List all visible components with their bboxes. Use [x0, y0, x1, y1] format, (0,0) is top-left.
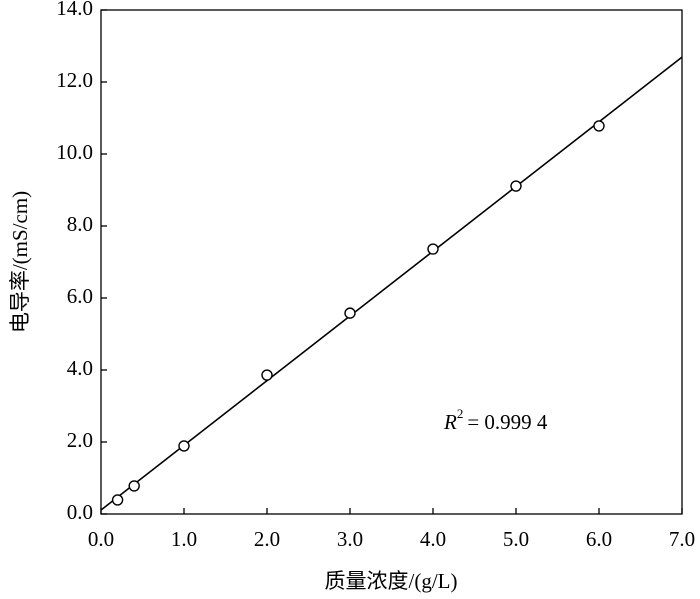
x-tick-label: 0.0 [88, 527, 114, 551]
y-axis-label: 电导率/(mS/cm) [8, 191, 32, 333]
annotation-superscript: 2 [457, 406, 464, 421]
plot-frame [100, 9, 683, 515]
data-point [128, 480, 140, 492]
data-point [593, 120, 605, 132]
annotation-symbol: R [443, 410, 457, 434]
x-tick-label: 6.0 [586, 527, 612, 551]
x-tick-label: 4.0 [420, 527, 446, 551]
y-tick-label: 6.0 [67, 284, 93, 308]
fit-line [100, 56, 683, 511]
y-tick-label: 14.0 [56, 0, 93, 20]
data-point [510, 180, 522, 192]
y-tick-label: 2.0 [67, 428, 93, 452]
x-tick-label: 7.0 [669, 527, 695, 551]
y-tick-label: 12.0 [56, 68, 93, 92]
x-tick-label: 2.0 [254, 527, 280, 551]
annotation-text: = 0.999 4 [467, 410, 548, 434]
y-tick-label: 10.0 [56, 140, 93, 164]
y-tick-label: 0.0 [67, 500, 93, 524]
x-axis-label: 质量浓度/(g/L) [325, 569, 458, 593]
x-tick-label: 5.0 [503, 527, 529, 551]
data-point [427, 243, 439, 255]
data-point [111, 494, 124, 506]
data-point [344, 307, 356, 319]
x-tick-label: 3.0 [337, 527, 363, 551]
data-point [178, 440, 190, 452]
annotation: R2 = 0.999 4 [443, 406, 548, 434]
x-tick-label: 1.0 [171, 527, 197, 551]
y-tick-label: 4.0 [67, 356, 93, 380]
y-tick-label: 8.0 [67, 212, 93, 236]
data-point [261, 369, 273, 381]
